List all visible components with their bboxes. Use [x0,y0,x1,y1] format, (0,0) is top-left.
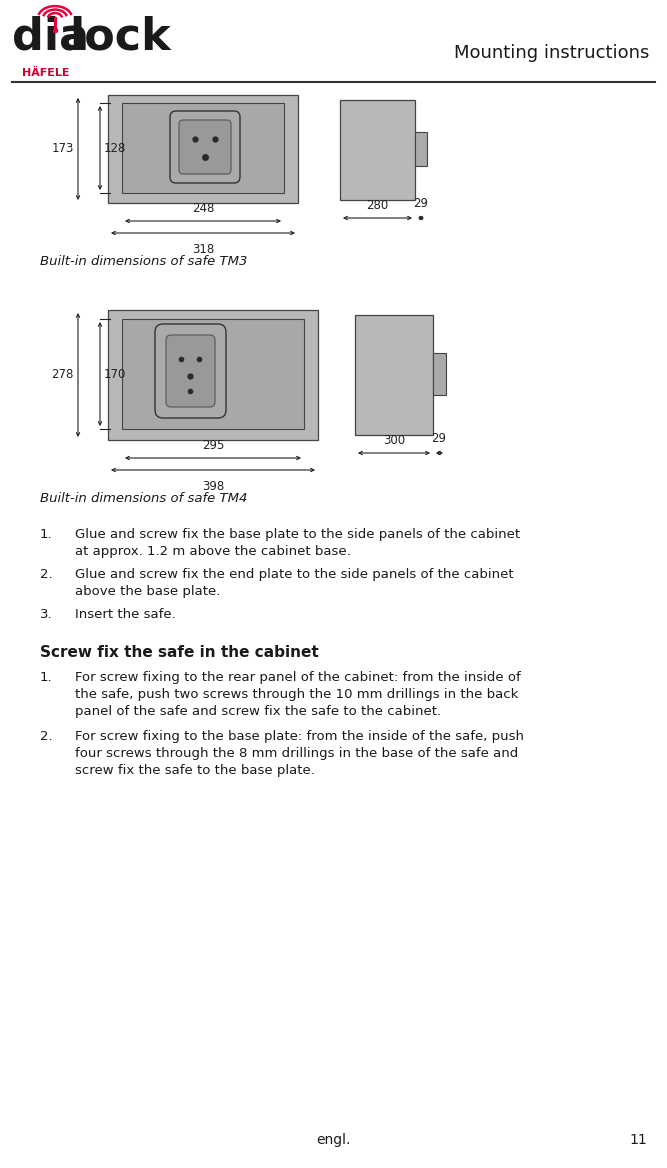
Text: Glue and screw fix the base plate to the side panels of the cabinet: Glue and screw fix the base plate to the… [75,528,520,541]
Text: the safe, push two screws through the 10 mm drillings in the back: the safe, push two screws through the 10… [75,688,518,701]
FancyBboxPatch shape [170,111,240,183]
FancyBboxPatch shape [155,324,226,418]
Text: lock: lock [69,15,171,58]
Text: Glue and screw fix the end plate to the side panels of the cabinet: Glue and screw fix the end plate to the … [75,568,514,580]
Text: 173: 173 [51,142,74,155]
Bar [340,100,415,200]
Bar [433,353,446,395]
Text: dia: dia [12,15,89,58]
Text: Built-in dimensions of safe TM3: Built-in dimensions of safe TM3 [40,255,247,267]
Text: 2.: 2. [40,568,53,580]
Text: 318: 318 [192,243,214,256]
Text: 11: 11 [629,1133,647,1147]
Text: 2.: 2. [40,730,53,743]
Bar [108,310,318,440]
Text: 248: 248 [192,202,214,215]
Text: 278: 278 [51,368,74,382]
Text: 300: 300 [383,434,405,447]
Text: 295: 295 [202,439,224,452]
Text: HÄFELE: HÄFELE [22,68,69,78]
FancyBboxPatch shape [179,120,231,174]
FancyBboxPatch shape [166,335,215,406]
Bar [122,319,304,429]
Text: four screws through the 8 mm drillings in the base of the safe and: four screws through the 8 mm drillings i… [75,748,518,760]
Text: panel of the safe and screw fix the safe to the cabinet.: panel of the safe and screw fix the safe… [75,705,441,718]
Text: For screw fixing to the rear panel of the cabinet: from the inside of: For screw fixing to the rear panel of th… [75,670,521,684]
Bar [108,95,298,203]
Text: 1.: 1. [40,528,53,541]
Text: above the base plate.: above the base plate. [75,585,220,598]
Bar [415,132,427,166]
Text: 3.: 3. [40,609,53,621]
Text: 170: 170 [104,368,126,381]
Text: For screw fixing to the base plate: from the inside of the safe, push: For screw fixing to the base plate: from… [75,730,524,743]
Text: screw fix the safe to the base plate.: screw fix the safe to the base plate. [75,764,315,777]
Text: Screw fix the safe in the cabinet: Screw fix the safe in the cabinet [40,645,319,660]
Text: engl.: engl. [315,1133,350,1147]
Text: at approx. 1.2 m above the cabinet base.: at approx. 1.2 m above the cabinet base. [75,545,351,558]
Text: Insert the safe.: Insert the safe. [75,609,175,621]
Bar [355,315,433,434]
Text: Mounting instructions: Mounting instructions [454,44,649,62]
Text: 398: 398 [202,480,224,493]
Text: 280: 280 [366,199,389,213]
Text: Built-in dimensions of safe TM4: Built-in dimensions of safe TM4 [40,492,247,505]
Text: 128: 128 [104,141,126,154]
Text: 29: 29 [414,197,428,210]
Text: 29: 29 [432,432,446,445]
Text: 1.: 1. [40,670,53,684]
Bar [122,103,284,193]
